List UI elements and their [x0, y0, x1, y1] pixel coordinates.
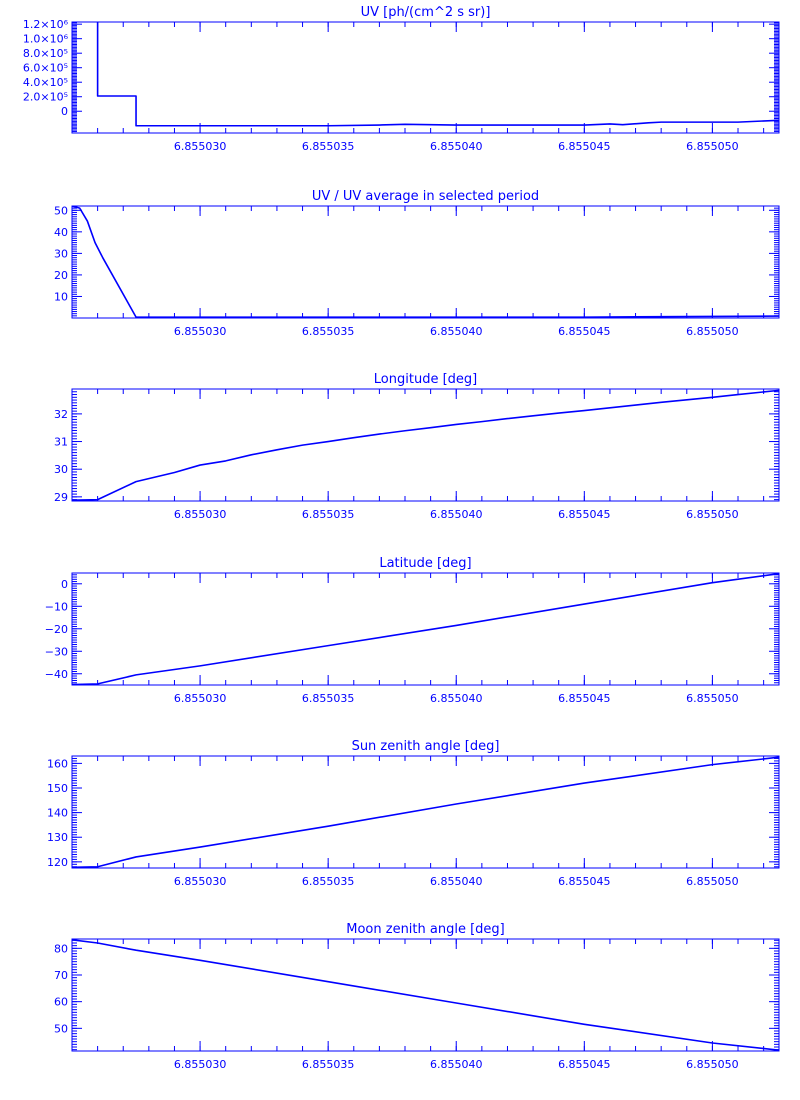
- x-tick-label: 6.855050: [686, 1058, 739, 1071]
- y-tick-label: 2.0×10⁵: [23, 91, 68, 104]
- series-line: [96, 22, 779, 127]
- y-tick-label: 140: [47, 807, 68, 820]
- y-tick-label: 30: [54, 463, 68, 476]
- y-tick-label: 8.0×10⁵: [23, 47, 68, 60]
- x-tick-label: 6.855040: [430, 508, 483, 521]
- y-tick-label: −20: [45, 623, 68, 636]
- plot-frame: [71, 205, 780, 319]
- chart-panel-2: UV / UV average in selected period 10 20 30…: [54, 189, 780, 338]
- x-tick-label: 6.855030: [174, 508, 227, 521]
- y-tick-label: 6.0×10⁵: [23, 62, 68, 75]
- x-tick-label: 6.855030: [174, 1058, 227, 1071]
- x-tick-label: 6.855030: [174, 692, 227, 705]
- plot-frame: [71, 388, 780, 502]
- x-tick-label: 6.855050: [686, 325, 739, 338]
- y-tick-label: 0: [61, 578, 68, 591]
- x-tick-label: 6.855045: [558, 325, 611, 338]
- chart-panel-6: Moon zenith angle [deg] 50 60 70 80 6.855030 6…: [54, 922, 780, 1071]
- x-tick-label: 6.855045: [558, 875, 611, 888]
- x-tick-label: 6.855035: [302, 140, 355, 153]
- y-tick-label: 130: [47, 831, 68, 844]
- series-line: [72, 756, 779, 868]
- y-tick-label: 120: [47, 856, 68, 869]
- y-tick-label: 32: [54, 408, 68, 421]
- x-tick-label: 6.855040: [430, 325, 483, 338]
- x-tick-label: 6.855035: [302, 508, 355, 521]
- series-line: [72, 939, 779, 1051]
- y-tick-label: 30: [54, 247, 68, 260]
- x-tick-label: 6.855040: [430, 1058, 483, 1071]
- x-tick-label: 6.855050: [686, 875, 739, 888]
- y-tick-label: 20: [54, 269, 68, 282]
- chart-title: Longitude [deg]: [374, 372, 477, 387]
- y-tick-label: 0: [61, 105, 68, 118]
- x-tick-label: 6.855035: [302, 1058, 355, 1071]
- x-tick-label: 6.855045: [558, 508, 611, 521]
- chart-panel-5: Sun zenith angle [deg] 120 130 140 150 160 6.8…: [47, 739, 780, 888]
- chart-panel-1: UV [ph/(cm^2 s sr)] 02.0×10⁵ 4.0×10⁵6.0×10…: [23, 5, 780, 153]
- x-tick-label: 6.855050: [686, 692, 739, 705]
- chart-title: Moon zenith angle [deg]: [346, 922, 504, 937]
- y-tick-label: 150: [47, 782, 68, 795]
- y-tick-label: 60: [54, 996, 68, 1009]
- chart-title: UV [ph/(cm^2 s sr)]: [361, 5, 491, 20]
- x-tick-label: 6.855045: [558, 1058, 611, 1071]
- x-tick-label: 6.855045: [558, 692, 611, 705]
- y-tick-label: 31: [54, 436, 68, 449]
- x-tick-label: 6.855040: [430, 692, 483, 705]
- plot-frame: [71, 938, 780, 1052]
- chart-panel-4: Latitude [deg] −40 −30 −20 −10 0 6.855030 6.855…: [45, 556, 780, 705]
- x-tick-label: 6.855030: [174, 875, 227, 888]
- y-tick-label: −10: [45, 600, 68, 613]
- y-tick-label: 4.0×10⁵: [23, 76, 68, 89]
- y-tick-label: 29: [54, 491, 68, 504]
- x-tick-label: 6.855050: [686, 508, 739, 521]
- x-tick-label: 6.855035: [302, 325, 355, 338]
- y-tick-label: 1.0×10⁶: [23, 33, 69, 46]
- x-tick-label: 6.855040: [430, 875, 483, 888]
- x-tick-label: 6.855035: [302, 875, 355, 888]
- chart-title: Sun zenith angle [deg]: [352, 739, 500, 754]
- plot-frame: [71, 21, 780, 134]
- chart-title: Latitude [deg]: [379, 556, 471, 571]
- x-tick-label: 6.855045: [558, 140, 611, 153]
- y-tick-label: −40: [45, 668, 68, 681]
- y-tick-label: 80: [54, 942, 68, 955]
- chart-title: UV / UV average in selected period: [312, 189, 539, 204]
- y-tick-label: 50: [54, 204, 68, 217]
- y-tick-label: 50: [54, 1022, 68, 1035]
- x-tick-label: 6.855050: [686, 140, 739, 153]
- series-line: [72, 389, 779, 501]
- y-tick-label: 1.2×10⁶: [23, 18, 69, 31]
- y-tick-label: 40: [54, 226, 68, 239]
- x-tick-label: 6.855035: [302, 692, 355, 705]
- y-tick-label: 70: [54, 969, 68, 982]
- chart-panel-3: Longitude [deg] 29 30 31 32 6.855030 6.855035 6…: [54, 372, 780, 521]
- y-tick-label: 160: [47, 757, 68, 770]
- y-tick-label: −30: [45, 645, 68, 658]
- x-tick-label: 6.855040: [430, 140, 483, 153]
- series-line: [72, 206, 779, 318]
- plot-frame: [71, 755, 780, 869]
- x-tick-label: 6.855030: [174, 325, 227, 338]
- y-tick-label: 10: [54, 290, 68, 303]
- x-tick-label: 6.855030: [174, 140, 227, 153]
- series-line: [72, 573, 779, 685]
